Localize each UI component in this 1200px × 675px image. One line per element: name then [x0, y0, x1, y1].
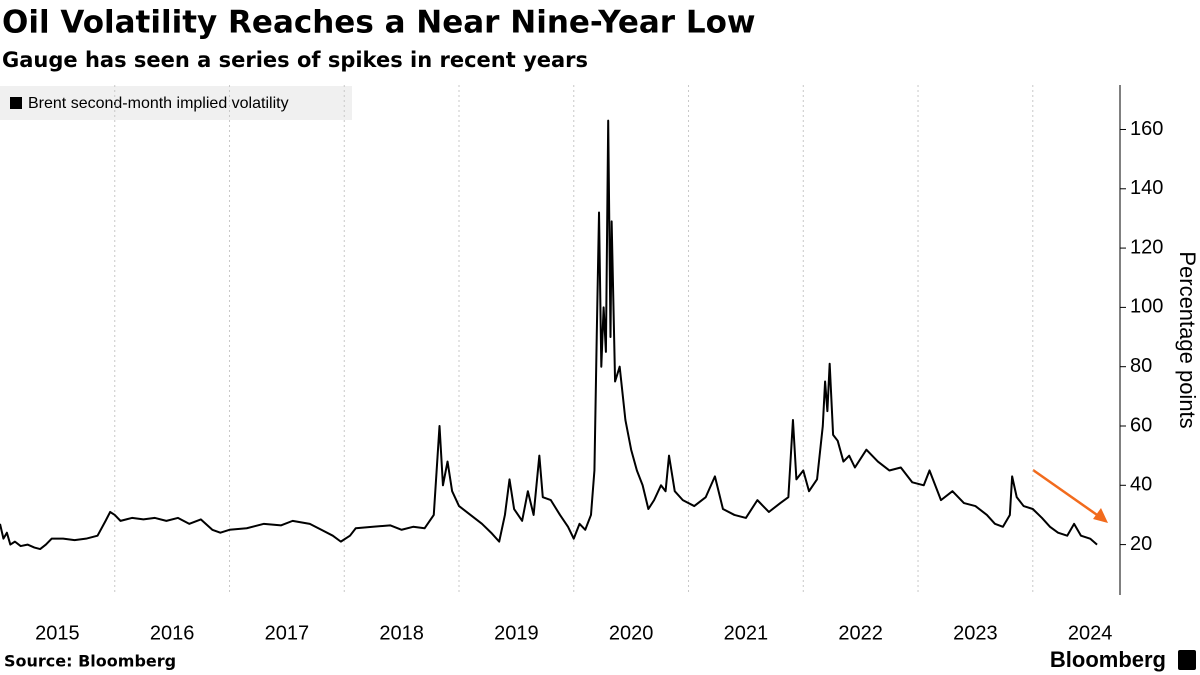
x-tick-label: 2023 — [953, 622, 998, 644]
y-tick-label: 160 — [1130, 118, 1163, 140]
brand-icon — [1178, 650, 1196, 670]
y-tick-label: 100 — [1130, 296, 1163, 318]
annotation-arrowhead — [1093, 508, 1108, 523]
y-axis-label: Percentage points — [1175, 251, 1200, 428]
legend-label: Brent second-month implied volatility — [28, 95, 289, 112]
brand: Bloomberg — [1050, 647, 1166, 672]
chart-title: Oil Volatility Reaches a Near Nine-Year … — [2, 5, 756, 41]
y-tick-label: 60 — [1130, 414, 1152, 436]
x-tick-label: 2020 — [609, 622, 654, 644]
x-tick-label: 2017 — [265, 622, 310, 644]
legend-box — [0, 86, 352, 120]
x-tick-label: 2022 — [838, 622, 883, 644]
x-tick-label: 2019 — [494, 622, 539, 644]
line-series — [0, 119, 1098, 551]
source: Source: Bloomberg — [4, 652, 176, 671]
x-tick-label: 2024 — [1068, 622, 1113, 644]
annotation-arrow — [1032, 468, 1101, 519]
x-tick-label: 2021 — [724, 622, 769, 644]
x-tick-label: 2018 — [379, 622, 424, 644]
y-tick-label: 40 — [1130, 474, 1152, 496]
x-tick-label: 2016 — [150, 622, 195, 644]
y-tick-label: 120 — [1130, 236, 1163, 258]
y-tick-label: 20 — [1130, 533, 1152, 555]
y-tick-label: 80 — [1130, 355, 1152, 377]
y-tick-label: 140 — [1130, 177, 1163, 199]
chart-subtitle: Gauge has seen a series of spikes in rec… — [2, 48, 588, 72]
x-tick-label: 2015 — [35, 622, 80, 644]
legend-swatch — [10, 97, 22, 109]
